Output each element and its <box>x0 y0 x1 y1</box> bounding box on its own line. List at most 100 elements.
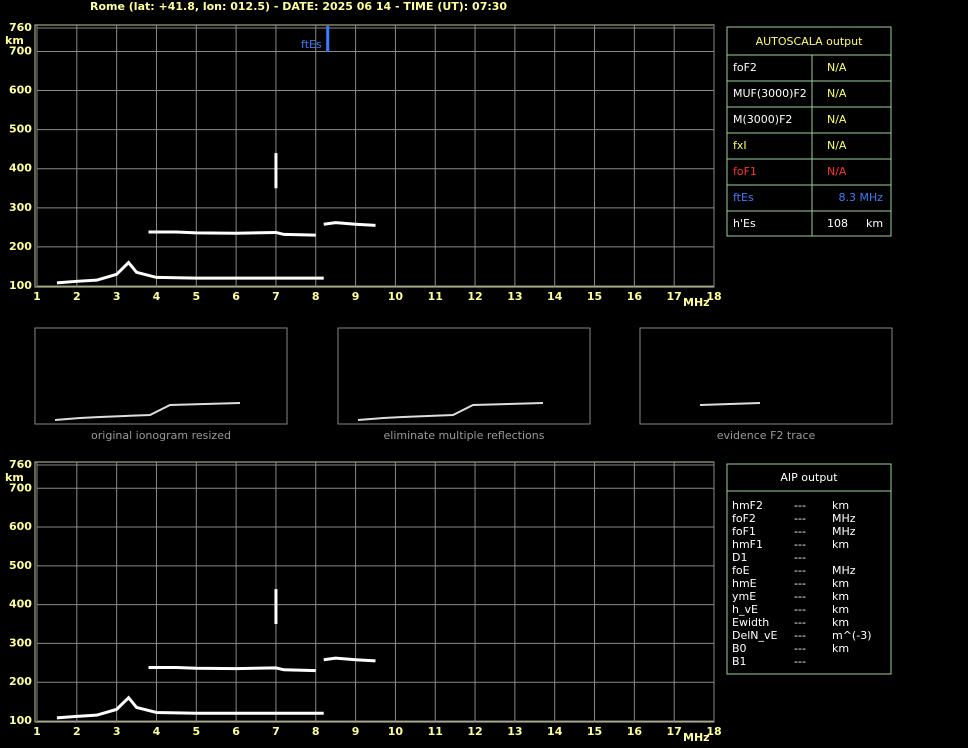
aip-cell: hmF1 <box>732 538 763 551</box>
x-tick-label: 17 <box>667 725 682 738</box>
thumbnail <box>337 327 591 425</box>
x-tick-label: 10 <box>388 290 404 303</box>
x-tick-label: 2 <box>73 725 81 738</box>
x-tick-label: 1 <box>33 290 41 303</box>
row-value: N/A <box>827 113 847 126</box>
ionogram-trace <box>56 260 324 285</box>
y-tick-label: 200 <box>9 675 32 688</box>
aip-cell: MHz <box>832 525 856 538</box>
y-axis-label: km <box>5 471 24 484</box>
aip-cell: foF2 <box>732 512 756 525</box>
x-axis-label: MHz <box>683 731 710 744</box>
row-value: N/A <box>827 87 847 100</box>
aip-cell: --- <box>794 551 806 564</box>
x-tick-label: 12 <box>467 725 482 738</box>
x-tick-label: 5 <box>192 725 200 738</box>
aip-cell: km <box>832 603 849 616</box>
y-tick-label: 500 <box>9 559 32 572</box>
x-tick-label: 18 <box>706 290 721 303</box>
aip-cell: --- <box>794 590 806 603</box>
aip-cell: Ewidth <box>732 616 769 629</box>
aip-cell: B1 <box>732 655 747 668</box>
row-label: MUF(3000)F2 <box>733 87 807 100</box>
row-label: foF2 <box>733 61 757 74</box>
row-value: 8.3 MHz <box>838 191 883 204</box>
ionogram-trace <box>148 665 316 673</box>
x-tick-label: 18 <box>706 725 721 738</box>
thumbnail-trace <box>54 402 241 421</box>
y-tick-label: 400 <box>9 598 32 611</box>
ionogram-trace <box>323 656 376 663</box>
row-label: foF1 <box>733 165 757 178</box>
x-axis-label: MHz <box>683 296 710 309</box>
y-tick-label: 100 <box>9 279 32 292</box>
x-tick-label: 3 <box>113 290 121 303</box>
x-tick-label: 11 <box>428 290 443 303</box>
aip-cell: --- <box>794 655 806 668</box>
thumbnail <box>34 327 288 425</box>
aip-cell: B0 <box>732 642 747 655</box>
x-tick-label: 8 <box>312 290 320 303</box>
aip-cell: hmE <box>732 577 757 590</box>
x-tick-label: 3 <box>113 725 121 738</box>
aip-cell: foE <box>732 564 750 577</box>
x-tick-label: 13 <box>507 725 522 738</box>
aip-cell: km <box>832 642 849 655</box>
y-tick-label: 700 <box>9 44 32 57</box>
x-tick-label: 2 <box>73 290 81 303</box>
ionogram-trace <box>148 230 316 237</box>
x-tick-label: 14 <box>547 725 563 738</box>
y-tick-label: 600 <box>9 84 32 97</box>
plot-frame <box>34 24 715 288</box>
row-value: N/A <box>827 139 847 152</box>
row-label: h'Es <box>733 217 756 230</box>
aip-cell: km <box>832 499 849 512</box>
thumbnails: original ionogram resized eliminate mult… <box>34 327 893 442</box>
x-tick-label: 6 <box>232 290 240 303</box>
x-tick-label: 10 <box>388 725 404 738</box>
row-label: fxI <box>733 139 747 152</box>
aip-cell: MHz <box>832 512 856 525</box>
aip-cell: km <box>832 616 849 629</box>
y-tick-label: 600 <box>9 520 32 533</box>
x-tick-label: 15 <box>587 290 602 303</box>
row-value: 108 <box>827 217 848 230</box>
thumbnail-trace <box>699 402 761 406</box>
aip-cell: km <box>832 577 849 590</box>
aip-cell: --- <box>794 525 806 538</box>
x-tick-label: 11 <box>428 725 443 738</box>
ftes-label: ftEs <box>301 38 322 51</box>
y-tick-label: 300 <box>9 636 32 649</box>
aip-cell: --- <box>794 577 806 590</box>
x-tick-label: 4 <box>153 725 161 738</box>
row-label: M(3000)F2 <box>733 113 792 126</box>
row-label: ftEs <box>733 191 754 204</box>
x-tick-label: 14 <box>547 290 563 303</box>
thumbnail-caption: original ionogram resized <box>91 429 231 442</box>
x-tick-label: 8 <box>312 725 320 738</box>
aip-cell: km <box>832 590 849 603</box>
aip-cell: --- <box>794 603 806 616</box>
x-tick-label: 16 <box>627 290 643 303</box>
y-tick-label: 760 <box>9 21 32 34</box>
x-tick-label: 1 <box>33 725 41 738</box>
y-tick-label: 100 <box>9 714 32 727</box>
aip-title: AIP output <box>780 471 838 484</box>
ionogram-trace <box>323 221 376 227</box>
aip-frame <box>726 463 892 675</box>
aip-cell: hmF2 <box>732 499 763 512</box>
thumbnail-trace <box>357 402 544 421</box>
aip-cell: --- <box>794 616 806 629</box>
thumbnail <box>639 327 893 425</box>
row-value: N/A <box>827 165 847 178</box>
thumbnail-caption: eliminate multiple reflections <box>384 429 545 442</box>
x-tick-label: 9 <box>352 290 360 303</box>
y-tick-label: 200 <box>9 240 32 253</box>
aip-cell: --- <box>794 564 806 577</box>
autoscala-title: AUTOSCALA output <box>756 35 864 48</box>
x-tick-label: 5 <box>192 290 200 303</box>
x-tick-label: 4 <box>153 290 161 303</box>
x-tick-label: 12 <box>467 290 482 303</box>
